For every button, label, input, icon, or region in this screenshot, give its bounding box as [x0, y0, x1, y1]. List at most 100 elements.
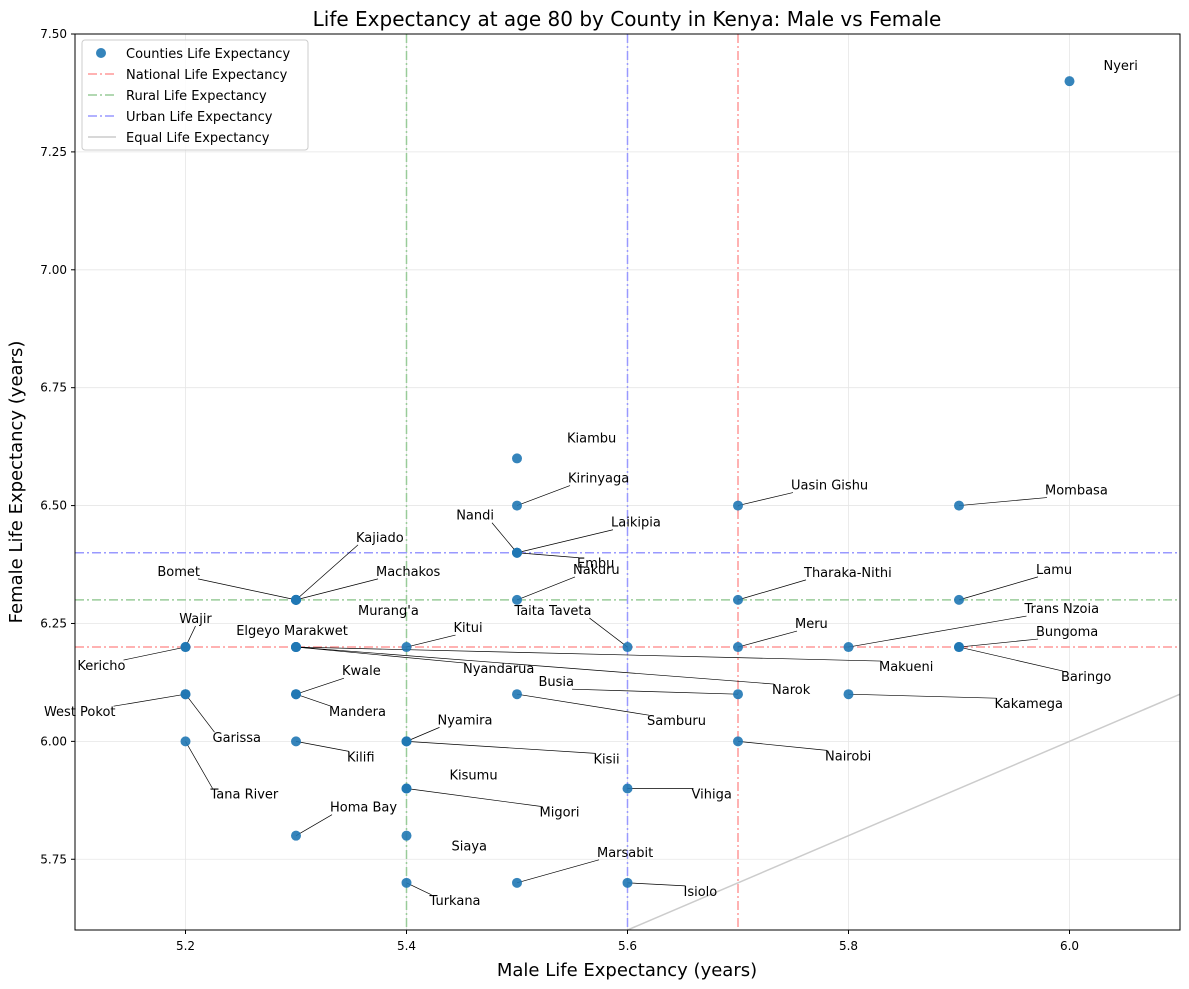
county-label: Taita Taveta	[513, 604, 591, 619]
legend-label: Equal Life Expectancy	[126, 131, 270, 146]
county-label: Machakos	[376, 565, 441, 580]
y-tick-label: 7.00	[40, 263, 67, 277]
county-label: Kisumu	[450, 769, 498, 784]
county-label: Tana River	[210, 787, 279, 802]
data-point-kakamega	[843, 689, 854, 700]
leader-line-kilifi	[295, 741, 350, 752]
leader-line-kericho	[123, 646, 186, 661]
leader-line-mombasa	[958, 497, 1048, 506]
county-label: Homa Bay	[330, 801, 397, 816]
county-label: Kiambu	[567, 431, 616, 446]
county-label: Busia	[538, 675, 574, 690]
county-label: Uasin Gishu	[791, 479, 868, 494]
county-label: Laikipia	[611, 516, 661, 531]
data-point-samburu	[512, 689, 522, 700]
data-point-kilifi	[291, 736, 301, 747]
data-point-narok	[291, 642, 301, 653]
county-label: Wajir	[179, 612, 212, 627]
data-point-taita-taveta	[622, 642, 633, 653]
county-label: Garissa	[213, 731, 262, 746]
label-leader-lines	[113, 485, 1064, 896]
county-label: Bomet	[157, 565, 200, 580]
y-tick-label: 7.50	[40, 27, 67, 41]
county-label: Vihiga	[692, 788, 732, 803]
chart-title: Life Expectancy at age 80 by County in K…	[313, 7, 942, 31]
data-points	[180, 76, 1075, 888]
legend-label: National Life Expectancy	[126, 68, 288, 83]
leader-line-taita-taveta	[589, 617, 628, 648]
leader-line-kakamega	[848, 693, 997, 699]
y-tick-label: 6.50	[40, 499, 67, 513]
data-point-busia	[733, 689, 743, 700]
y-tick-label: 5.75	[40, 852, 67, 866]
leader-line-kirinyaga	[516, 485, 571, 506]
county-label: Siaya	[452, 840, 488, 855]
data-point-marsabit	[512, 877, 522, 888]
data-point-kitui	[401, 642, 412, 653]
data-point-kiambu	[512, 453, 522, 464]
county-label: Makueni	[879, 660, 933, 675]
x-tick-label: 5.8	[839, 939, 858, 953]
y-tick-label: 6.00	[40, 734, 67, 748]
y-tick-label: 6.25	[40, 616, 67, 630]
data-point-mombasa	[954, 500, 964, 511]
leader-line-kwale	[295, 677, 345, 695]
leader-line-trans-nzoia	[848, 615, 1027, 648]
county-label: Nandi	[456, 509, 494, 524]
county-label: Kakamega	[995, 697, 1063, 712]
leader-line-migori	[406, 788, 542, 807]
county-label: Kirinyaga	[568, 472, 629, 487]
data-point-mandera	[291, 689, 301, 700]
data-point-kisii	[401, 736, 412, 747]
x-axis-label: Male Life Expectancy (years)	[497, 960, 757, 981]
county-label: Kajiado	[356, 531, 404, 546]
county-label: Trans Nzoia	[1024, 602, 1100, 617]
county-label: Meru	[795, 617, 828, 632]
data-point-baringo	[954, 642, 964, 653]
equal-life-expectancy-line	[627, 693, 1181, 931]
leader-line-kajiado	[295, 544, 359, 601]
leader-line-marsabit	[516, 859, 600, 884]
data-point-embu	[512, 547, 522, 558]
county-label: Embu	[577, 557, 614, 572]
county-label: Mandera	[329, 705, 386, 720]
data-point-nyeri	[1064, 76, 1075, 87]
leader-line-tana-river	[185, 741, 213, 789]
county-label: Nairobi	[825, 749, 871, 764]
leader-line-garissa	[185, 693, 215, 733]
county-labels: Nyeri Kiambu Kirinyaga Nandi Laikipia EmbuNak…	[44, 59, 1138, 909]
county-label: Samburu	[647, 714, 706, 729]
y-tick-label: 6.75	[40, 381, 67, 395]
leader-line-nandi	[491, 522, 518, 553]
legend-box	[81, 39, 309, 151]
legend-marker-counties	[96, 48, 106, 58]
leader-line-nairobi	[737, 741, 828, 751]
data-point-turkana	[401, 877, 412, 888]
leader-line-embu	[516, 552, 580, 559]
leader-line-kitui	[406, 634, 456, 648]
leader-line-kisii	[406, 741, 596, 754]
data-point-tharaka-nithi	[733, 594, 743, 605]
legend-label: Counties Life Expectancy	[126, 47, 290, 62]
leader-line-laikipia	[516, 529, 614, 554]
leader-line-nyamira	[406, 727, 440, 742]
leader-line-samburu	[516, 693, 650, 716]
data-point-nakuru	[512, 594, 522, 605]
county-label: Marsabit	[597, 846, 653, 861]
data-point-garissa	[180, 689, 191, 700]
county-label: Kisii	[594, 752, 620, 767]
leader-line-nyandarua	[295, 646, 466, 664]
data-point-homa-bay	[291, 830, 301, 841]
leader-line-meru	[737, 630, 798, 648]
county-label: Murang'a	[358, 604, 419, 619]
y-tick-label: 7.25	[40, 145, 67, 159]
data-point-kirinyaga	[512, 500, 522, 511]
county-label: Nyeri	[1104, 59, 1138, 74]
leader-line-isiolo	[627, 882, 686, 887]
legend-label: Rural Life Expectancy	[126, 89, 267, 104]
data-point-lamu	[954, 594, 964, 605]
y-axis-label: Female Life Expectancy (years)	[6, 341, 27, 624]
leader-line-mandera	[295, 693, 332, 707]
data-point-nairobi	[733, 736, 743, 747]
